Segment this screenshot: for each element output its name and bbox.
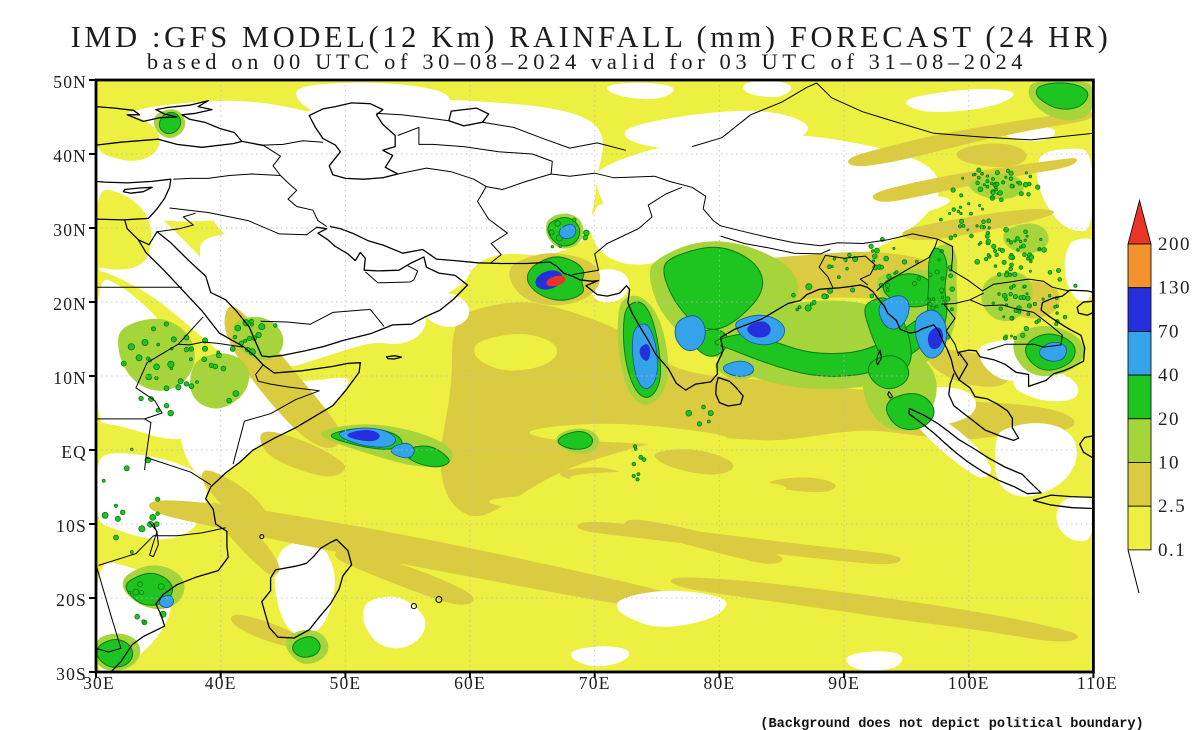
svg-text:10S: 10S: [56, 516, 87, 536]
svg-text:2.5: 2.5: [1158, 496, 1186, 517]
svg-text:20S: 20S: [56, 590, 87, 610]
svg-text:40: 40: [1158, 365, 1180, 386]
svg-text:30E: 30E: [83, 673, 115, 693]
svg-text:70E: 70E: [579, 673, 611, 693]
svg-text:90E: 90E: [828, 673, 860, 693]
svg-text:70: 70: [1158, 321, 1180, 342]
svg-text:(Background does not depict po: (Background does not depict political bo…: [760, 717, 1143, 730]
svg-text:10: 10: [1158, 453, 1180, 474]
svg-text:30S: 30S: [56, 664, 87, 684]
svg-text:80E: 80E: [704, 673, 736, 693]
svg-text:60E: 60E: [454, 673, 486, 693]
svg-text:50N: 50N: [53, 72, 87, 92]
svg-text:EQ: EQ: [61, 442, 87, 462]
svg-text:200: 200: [1158, 234, 1191, 255]
svg-text:40E: 40E: [205, 673, 237, 693]
svg-text:20N: 20N: [53, 294, 87, 314]
svg-text:110E: 110E: [1077, 673, 1118, 693]
svg-text:50E: 50E: [330, 673, 362, 693]
svg-text:100E: 100E: [948, 673, 990, 693]
svg-text:30N: 30N: [53, 220, 87, 240]
svg-text:0.1: 0.1: [1158, 540, 1186, 561]
svg-text:40N: 40N: [53, 146, 87, 166]
svg-text:IMD :GFS MODEL(12 Km) RAINFALL: IMD :GFS MODEL(12 Km) RAINFALL (mm) FORE…: [71, 20, 1112, 54]
svg-text:10N: 10N: [53, 368, 87, 388]
svg-text:20: 20: [1158, 409, 1180, 430]
svg-text:based on 00 UTC of 30–08–2024: based on 00 UTC of 30–08–2024 valid for …: [147, 49, 1027, 74]
svg-text:130: 130: [1158, 278, 1191, 299]
